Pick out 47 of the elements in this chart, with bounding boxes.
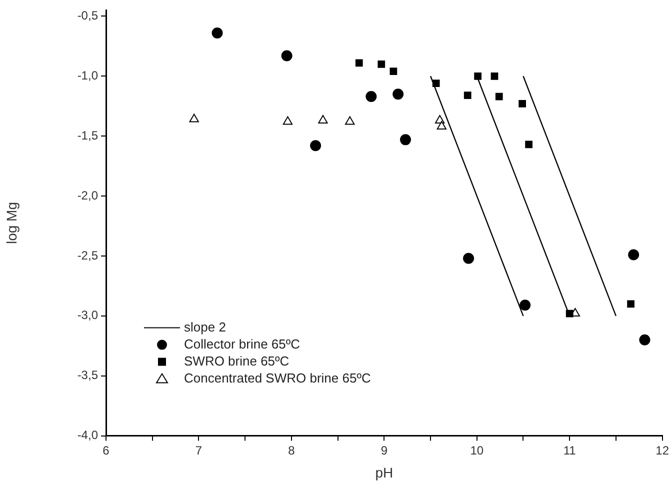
y-tick-label: -2,0 [77, 188, 98, 202]
x-axis-title: pH [375, 464, 394, 480]
x-tick-label: 12 [656, 443, 670, 458]
x-tick-label: 6 [102, 443, 110, 458]
point [345, 116, 355, 125]
y-tick-label: -4,0 [77, 428, 98, 442]
point [400, 134, 411, 146]
x-tick-label: 7 [195, 443, 202, 458]
point [490, 72, 498, 80]
point [495, 92, 503, 100]
x-tick-label: 8 [288, 443, 296, 458]
point [310, 140, 322, 152]
point [392, 88, 404, 100]
legend-label: SWRO brine 65ºC [184, 353, 290, 368]
legend-label: slope 2 [184, 319, 226, 334]
y-tick-label: -3,5 [77, 368, 98, 382]
point [318, 114, 328, 124]
point [520, 300, 531, 311]
point [212, 27, 223, 38]
point [474, 72, 482, 80]
y-tick-label: -3,0 [77, 308, 98, 322]
point [627, 300, 634, 308]
x-tick-label: 11 [563, 443, 576, 458]
point [525, 140, 532, 148]
point [518, 100, 526, 108]
point [282, 116, 293, 125]
point [436, 120, 446, 130]
legend-label: Concentrated SWRO brine 65ºC [184, 370, 371, 386]
point [366, 91, 377, 102]
point [432, 80, 440, 88]
point [464, 92, 472, 99]
y-tick-label: -0,5 [77, 8, 98, 23]
point [390, 68, 398, 76]
x-tick-label: 10 [470, 443, 484, 458]
point [189, 114, 199, 122]
x-tick-label: 9 [380, 443, 388, 458]
y-tick-label: -2,5 [77, 248, 98, 262]
point [281, 50, 292, 62]
point [628, 249, 640, 260]
y-tick-label: -1,5 [77, 128, 98, 142]
y-tick-label: -1,0 [77, 68, 98, 82]
point [378, 60, 386, 68]
point [463, 252, 474, 264]
point [639, 334, 650, 346]
point [355, 59, 363, 67]
legend-label: Collector brine 65ºC [184, 336, 300, 352]
y-axis-title: log Mg [3, 202, 20, 244]
